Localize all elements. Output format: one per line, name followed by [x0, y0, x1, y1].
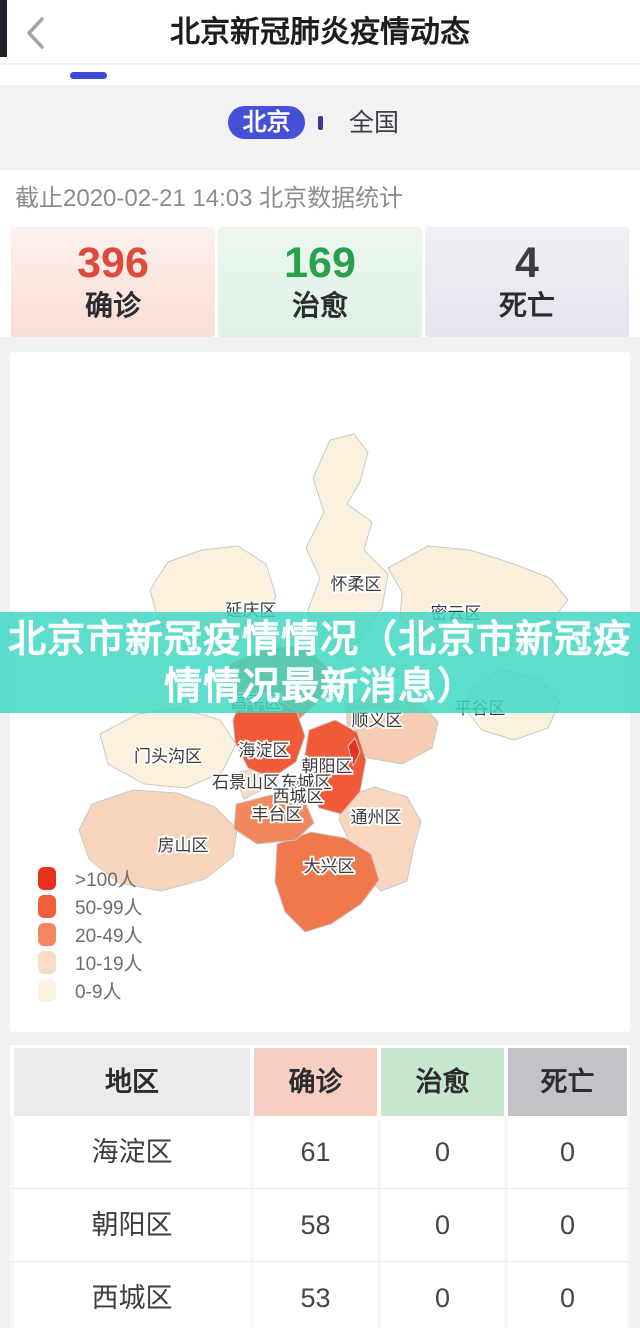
map-label-xicheng: 西城区 [273, 787, 324, 806]
header-strip [0, 65, 640, 85]
stat-card: 4 死亡 [425, 227, 629, 337]
table-cell-value: 0 [508, 1189, 627, 1261]
stat-label: 治愈 [291, 290, 348, 321]
table-cell-value: 61 [254, 1116, 377, 1188]
map-label-huairou: 怀柔区 [331, 575, 382, 594]
stat-card: 169 治愈 [218, 227, 422, 337]
table-cell-region: 海淀区 [14, 1116, 250, 1188]
stat-label: 死亡 [498, 290, 555, 321]
district-xicheng[interactable] [292, 774, 309, 804]
map-label-daxing: 大兴区 [304, 857, 355, 876]
map-label-haidian: 海淀区 [239, 741, 290, 760]
tab-beijing[interactable]: 北京 [228, 106, 305, 139]
legend-item: 50-99人 [38, 892, 143, 920]
page-title: 北京新冠肺炎疫情动态 [170, 16, 470, 49]
stats-cards: 396 确诊 169 治愈 4 死亡 [0, 227, 640, 337]
tab-indicator [70, 72, 107, 79]
table-row: 海淀区 61 0 0 [10, 1116, 630, 1189]
legend-item: >100人 [38, 864, 143, 892]
table-cell-value: 53 [254, 1262, 377, 1328]
map-label-mentougou: 门头沟区 [134, 747, 202, 766]
table-header-row: 地区 确诊 治愈 死亡 [10, 1045, 630, 1116]
legend-item: 20-49人 [38, 920, 143, 948]
table-cell-region: 西城区 [14, 1262, 250, 1328]
tab-bar: 北京 全国 [0, 85, 640, 170]
table-cell-value: 0 [381, 1189, 504, 1261]
table-cell-value: 0 [508, 1116, 627, 1188]
update-info-bar: 截止2020-02-21 14:03 北京数据统计 [0, 170, 640, 227]
banner-line2: 情情况最新消息） [163, 666, 476, 708]
tab-separator [318, 116, 323, 130]
table-header-cell: 确诊 [254, 1048, 377, 1116]
map-label-chaoyang: 朝阳区 [302, 757, 353, 776]
table-header-cell: 治愈 [381, 1048, 504, 1116]
stat-value: 396 [77, 239, 149, 287]
table-cell-value: 0 [508, 1262, 627, 1328]
title-banner: 北京市新冠疫情情况（北京市新冠疫 情情况最新消息） [0, 612, 640, 713]
stat-value: 4 [515, 239, 539, 287]
table-row: 西城区 53 0 0 [10, 1262, 630, 1328]
map-label-fengtai: 丰台区 [252, 805, 303, 824]
district-daxing[interactable] [274, 831, 380, 933]
legend-label: 20-49人 [75, 925, 143, 947]
back-button[interactable] [24, 14, 54, 52]
legend-swatch [38, 978, 56, 1002]
map-label-shijingshan: 石景山区 [212, 773, 280, 792]
update-info-text: 截止2020-02-21 14:03 北京数据统计 [15, 185, 404, 212]
data-table: 地区 确诊 治愈 死亡 海淀区 61 0 0 朝阳区 58 0 0 西城区 53 0 0 [10, 1045, 630, 1328]
legend-label: 10-19人 [75, 953, 143, 975]
legend-item: 0-9人 [38, 976, 143, 1004]
legend-swatch [38, 950, 56, 974]
banner-line1: 北京市新冠疫情情况（北京市新冠疫 [7, 619, 632, 661]
tab-national[interactable]: 全国 [349, 109, 400, 137]
table-cell-value: 58 [254, 1189, 377, 1261]
legend-label: 50-99人 [75, 897, 143, 919]
screen-edge-artifact [0, 0, 7, 57]
district-fengtai[interactable] [233, 794, 315, 845]
table-cell-region: 朝阳区 [14, 1189, 250, 1261]
stat-value: 169 [284, 239, 356, 287]
legend-label: >100人 [75, 869, 137, 891]
table-header-cell: 死亡 [508, 1048, 627, 1116]
district-dongcheng[interactable] [305, 765, 324, 796]
table-body: 海淀区 61 0 0 朝阳区 58 0 0 西城区 53 0 0 [10, 1116, 630, 1328]
map-label-tongzhou: 通州区 [351, 808, 402, 827]
map-label-shunyi: 顺义区 [352, 711, 403, 730]
table-cell-value: 0 [381, 1116, 504, 1188]
table-cell-value: 0 [381, 1262, 504, 1328]
map-label-dongcheng: 东城区 [281, 773, 332, 792]
legend-swatch [38, 866, 56, 890]
table-row: 朝阳区 58 0 0 [10, 1189, 630, 1262]
district-fangshan[interactable] [78, 789, 238, 892]
legend-swatch [38, 922, 56, 946]
district-hotspot[interactable] [347, 737, 361, 767]
map-legend: >100人 50-99人 20-49人 10-19人 0-9人 [38, 864, 143, 1004]
app-header: 北京新冠肺炎疫情动态 [0, 0, 640, 64]
legend-swatch [38, 894, 56, 918]
legend-item: 10-19人 [38, 948, 143, 976]
map-label-fangshan: 房山区 [158, 836, 209, 855]
stat-card: 396 确诊 [11, 227, 215, 337]
legend-label: 0-9人 [75, 981, 122, 1003]
table-header-cell: 地区 [14, 1048, 250, 1116]
stat-label: 确诊 [84, 290, 141, 321]
district-shijingshan[interactable] [233, 767, 265, 800]
chevron-left-icon [27, 17, 44, 49]
